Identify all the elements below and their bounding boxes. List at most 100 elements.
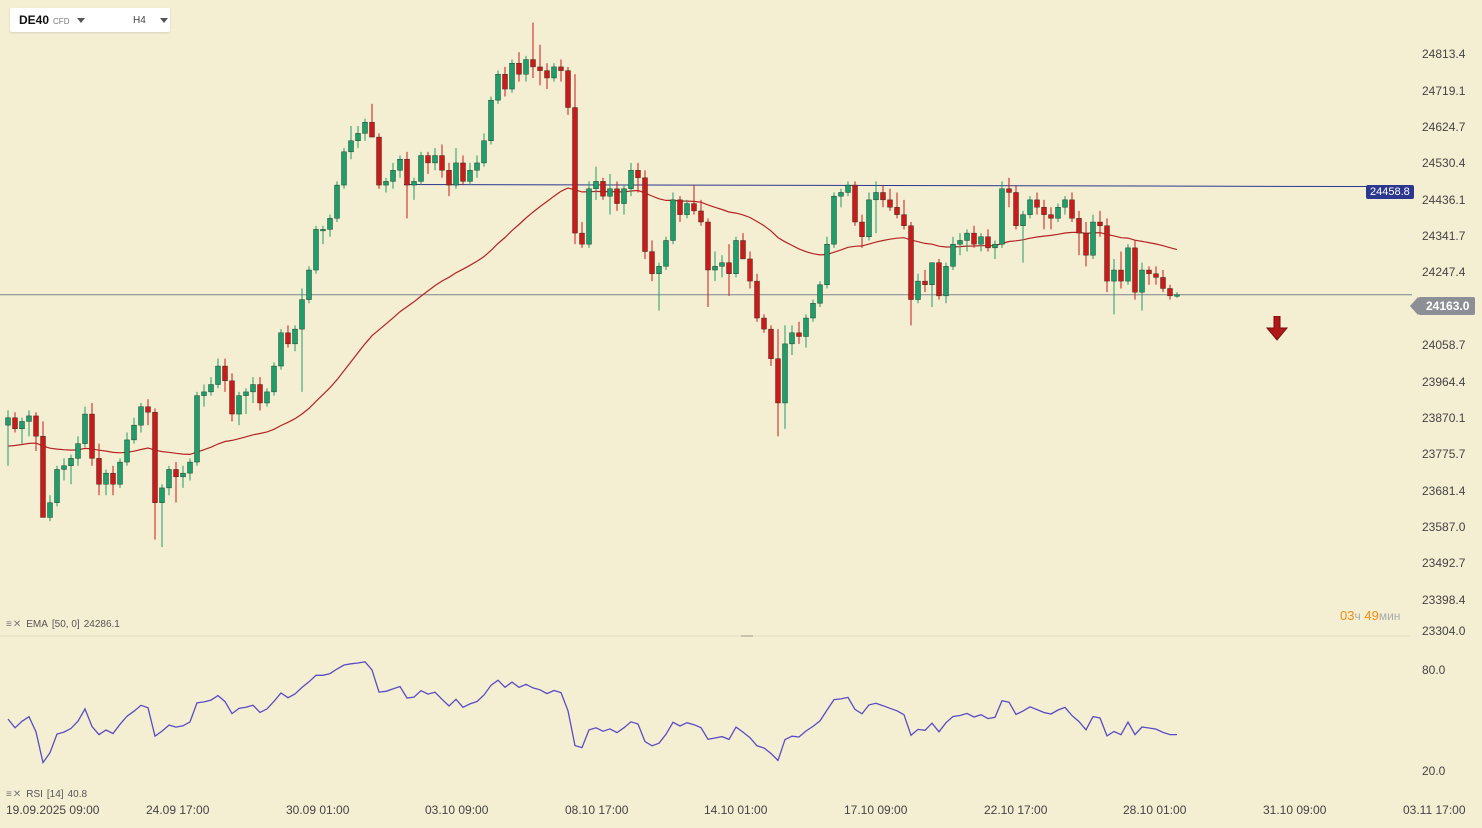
bull-candle bbox=[131, 424, 137, 441]
bear-candle bbox=[1083, 232, 1089, 256]
chevron-down-icon bbox=[77, 17, 86, 23]
bear-candle bbox=[229, 380, 235, 415]
bull-candle bbox=[453, 162, 459, 186]
bull-candle bbox=[943, 266, 949, 297]
bull-candle bbox=[831, 195, 837, 245]
rsi-name: RSI bbox=[26, 789, 43, 800]
bear-candle bbox=[152, 412, 158, 503]
bull-candle bbox=[950, 243, 956, 267]
bear-candle bbox=[1076, 218, 1082, 234]
bear-candle bbox=[880, 192, 886, 201]
bull-candle bbox=[873, 192, 879, 201]
time-tick: 24.09 17:00 bbox=[146, 803, 210, 817]
bull-candle bbox=[264, 391, 270, 404]
time-tick: 28.10 01:00 bbox=[1123, 803, 1187, 817]
bear-candle bbox=[1167, 288, 1173, 297]
bull-candle bbox=[474, 162, 480, 171]
bull-candle bbox=[593, 181, 599, 189]
bull-candle bbox=[628, 170, 634, 189]
time-tick: 03.11 17:00 bbox=[1403, 803, 1466, 817]
pane-divider-handle[interactable] bbox=[741, 635, 753, 637]
bull-candle bbox=[334, 184, 340, 219]
rsi-params: [14] bbox=[46, 789, 64, 800]
bull-candle bbox=[341, 151, 347, 186]
ema-value: 24286.1 bbox=[83, 619, 120, 630]
bear-candle bbox=[698, 210, 704, 223]
bull-candle bbox=[166, 469, 172, 489]
ema-indicator-label: ≡✕ EMA [50, 0] 24286.1 bbox=[6, 619, 120, 630]
bear-candle bbox=[12, 417, 18, 430]
bull-candle bbox=[719, 262, 725, 267]
price-tick: 23492.7 bbox=[1422, 556, 1466, 570]
bear-candle bbox=[1006, 188, 1012, 193]
bear-candle bbox=[726, 262, 732, 274]
arrow-down-icon bbox=[1265, 316, 1289, 341]
bull-candle bbox=[236, 395, 242, 415]
price-tick: 24341.7 bbox=[1422, 229, 1466, 243]
bull-candle bbox=[159, 487, 165, 503]
bear-candle bbox=[936, 262, 942, 297]
price-tick: 23964.4 bbox=[1422, 375, 1466, 389]
bull-candle bbox=[355, 133, 361, 141]
ema-line bbox=[7, 187, 1178, 456]
time-tick: 22.10 17:00 bbox=[984, 803, 1048, 817]
timeframe-selector[interactable]: H4 bbox=[103, 15, 168, 26]
bear-candle bbox=[1146, 269, 1152, 274]
bear-candle bbox=[1153, 273, 1159, 278]
bull-candle bbox=[481, 140, 487, 164]
bear-candle bbox=[677, 199, 683, 215]
bear-candle bbox=[1034, 199, 1040, 208]
bull-candle bbox=[803, 317, 809, 337]
bull-candle bbox=[656, 266, 662, 274]
bull-candle bbox=[180, 472, 186, 478]
bear-candle bbox=[579, 232, 585, 245]
bear-candle bbox=[369, 122, 375, 138]
bull-candle bbox=[5, 417, 11, 426]
horizontal-level-line bbox=[403, 184, 1367, 188]
bull-candle bbox=[320, 229, 326, 232]
price-tick: 23775.7 bbox=[1422, 447, 1466, 461]
ema-name: EMA bbox=[26, 619, 48, 630]
countdown-minutes-unit: мин bbox=[1378, 609, 1401, 623]
bull-candle bbox=[964, 232, 970, 241]
bull-candle bbox=[313, 229, 319, 271]
current-price-badge: 24163.0 bbox=[1409, 297, 1476, 315]
bull-candle bbox=[390, 170, 396, 182]
bull-candle bbox=[1111, 269, 1117, 282]
bear-candle bbox=[537, 66, 543, 71]
bull-candle bbox=[103, 472, 109, 485]
bear-candle bbox=[761, 317, 767, 330]
bull-candle bbox=[383, 181, 389, 186]
bull-candle bbox=[607, 188, 613, 197]
bull-candle bbox=[915, 280, 921, 300]
bear-candle bbox=[1160, 277, 1166, 289]
price-tick: 23398.4 bbox=[1422, 593, 1466, 607]
bull-candle bbox=[19, 421, 25, 430]
horizontal-level-badge[interactable]: 24458.8 bbox=[1366, 185, 1414, 199]
price-tick: 24247.4 bbox=[1422, 265, 1466, 279]
price-tick: 24530.4 bbox=[1422, 156, 1466, 170]
bull-candle bbox=[292, 328, 298, 345]
bear-candle bbox=[985, 236, 991, 249]
bull-candle bbox=[712, 266, 718, 271]
bull-candle bbox=[467, 170, 473, 182]
symbol-selector[interactable]: DE40 CFD bbox=[10, 13, 103, 27]
bear-candle bbox=[901, 214, 907, 226]
ema-params: [50, 0] bbox=[51, 619, 80, 630]
countdown-minutes: 49 bbox=[1364, 608, 1379, 623]
bull-candle bbox=[54, 469, 60, 503]
bear-candle bbox=[446, 170, 452, 186]
indicator-settings-icon[interactable]: ≡✕ bbox=[6, 619, 23, 630]
bear-candle bbox=[33, 415, 39, 437]
bull-candle bbox=[978, 236, 984, 245]
bear-candle bbox=[460, 162, 466, 182]
bear-candle bbox=[754, 280, 760, 319]
bear-candle bbox=[40, 436, 46, 518]
bull-candle bbox=[26, 415, 32, 422]
bull-candle bbox=[362, 122, 368, 134]
bull-candle bbox=[551, 66, 557, 79]
indicator-settings-icon[interactable]: ≡✕ bbox=[6, 789, 23, 800]
rsi-line bbox=[7, 661, 1177, 765]
bull-candle bbox=[488, 99, 494, 141]
